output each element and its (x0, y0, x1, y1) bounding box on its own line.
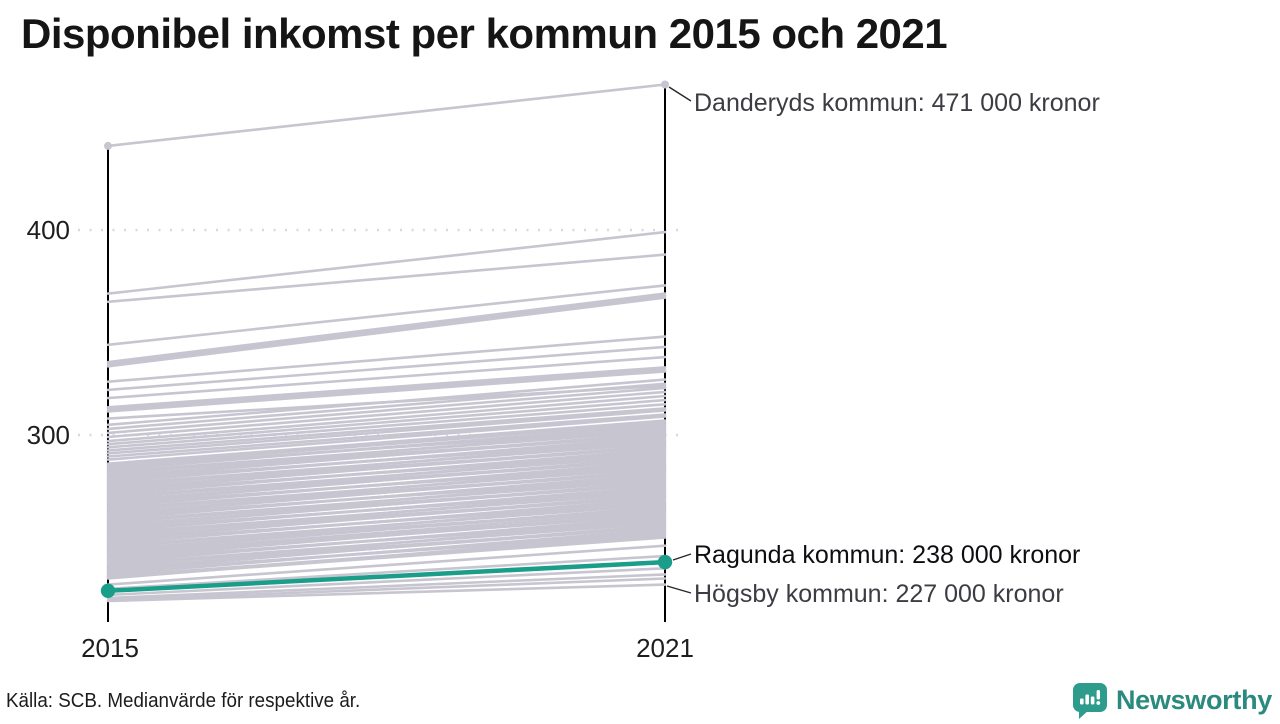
background-slope-lines (106, 230, 667, 602)
highlighted-slope-line-ragunda (100, 554, 673, 598)
newsworthy-logo-text: Newsworthy (1115, 685, 1272, 715)
newsworthy-speech-bubble-bar-chart-icon (1072, 682, 1108, 719)
x-tick-2021: 2021 (636, 633, 694, 663)
y-tick-400: 400 (26, 215, 70, 245)
y-tick-300: 300 (26, 420, 70, 450)
annotation-hogsby: Högsby kommun: 227 000 kronor (694, 580, 1064, 608)
labeled-slope-lines (104, 80, 669, 603)
annotation-danderyd: Danderyds kommun: 471 000 kronor (694, 89, 1100, 117)
leader-line-ragunda (672, 553, 692, 561)
x-tick-2015: 2015 (81, 633, 139, 663)
newsworthy-logo: Newsworthy (1072, 682, 1272, 719)
annotation-ragunda: Ragunda kommun: 238 000 kronor (694, 541, 1081, 569)
leader-line-danderyd (668, 86, 692, 102)
source-note: Källa: SCB. Medianvärde för respektive å… (6, 690, 361, 712)
leader-line-hogsby (666, 585, 692, 594)
chart-title: Disponibel inkomst per kommun 2015 och 2… (21, 10, 948, 57)
